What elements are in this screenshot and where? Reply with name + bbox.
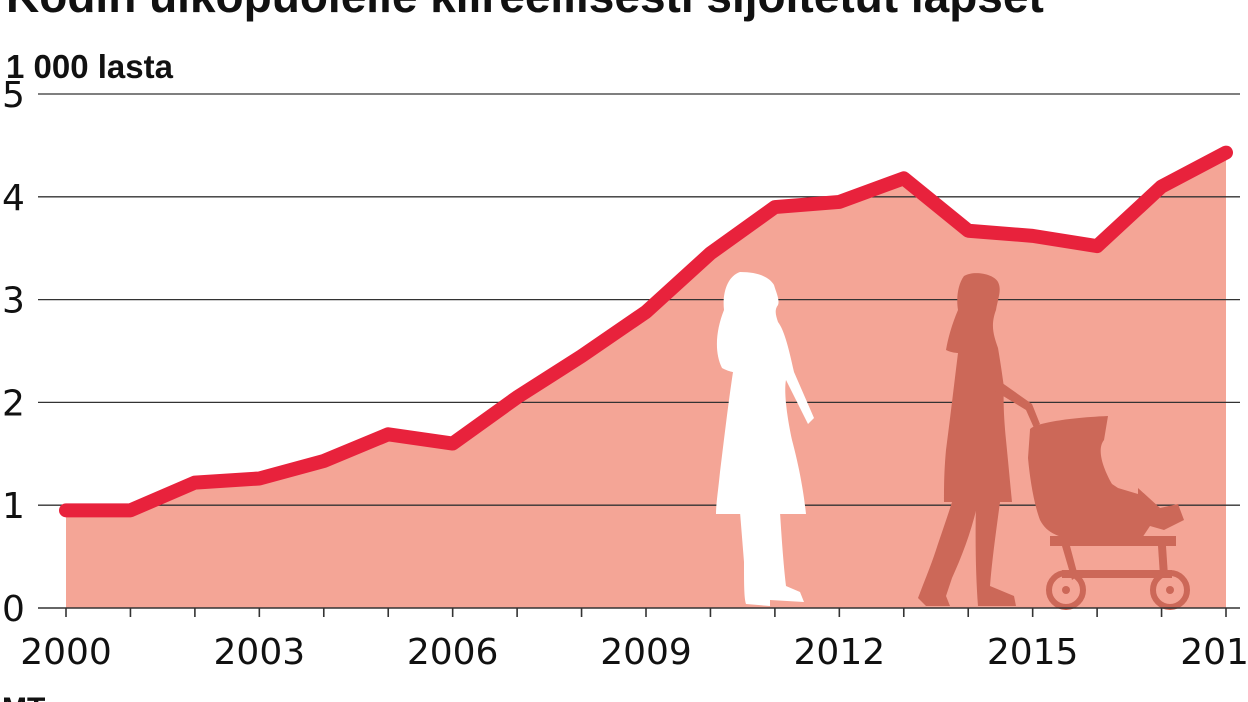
- chart-title: Kodin ulkopuolelle kiireellisesti sijoit…: [6, 0, 1044, 22]
- y-tick-label-2: 2: [2, 383, 25, 424]
- x-tick-label-2000: 2000: [20, 632, 112, 673]
- y-tick-label-3: 3: [2, 281, 25, 322]
- x-tick-label-2018: 2018: [1180, 632, 1248, 673]
- mother-with-stroller-silhouette-icon: [918, 273, 1190, 610]
- x-tick-label-2006: 2006: [407, 632, 499, 673]
- x-tick-labels: 2000 2003 2006 2009 2012 2015 2018: [20, 632, 1248, 673]
- x-tick-label-2003: 2003: [214, 632, 306, 673]
- x-tick-label-2012: 2012: [794, 632, 886, 673]
- y-tick-label-5: 5: [2, 75, 25, 116]
- silhouettes: [716, 272, 1190, 610]
- x-axis: [38, 607, 1240, 617]
- source-label: MT: [2, 692, 45, 702]
- area-fill: [66, 152, 1226, 608]
- y-tick-labels: 0 1 2 3 4 5: [2, 75, 25, 630]
- series-line-layer: [59, 145, 1233, 518]
- x-tick-label-2015: 2015: [987, 632, 1079, 673]
- y-unit-label: 1 000 lasta: [6, 48, 174, 85]
- x-tick-label-2009: 2009: [600, 632, 692, 673]
- area-layer: [66, 152, 1226, 608]
- y-tick-label-1: 1: [2, 486, 25, 527]
- y-tick-label-4: 4: [2, 178, 25, 219]
- woman-silhouette-icon: [716, 272, 814, 606]
- y-tick-label-0: 0: [2, 589, 25, 630]
